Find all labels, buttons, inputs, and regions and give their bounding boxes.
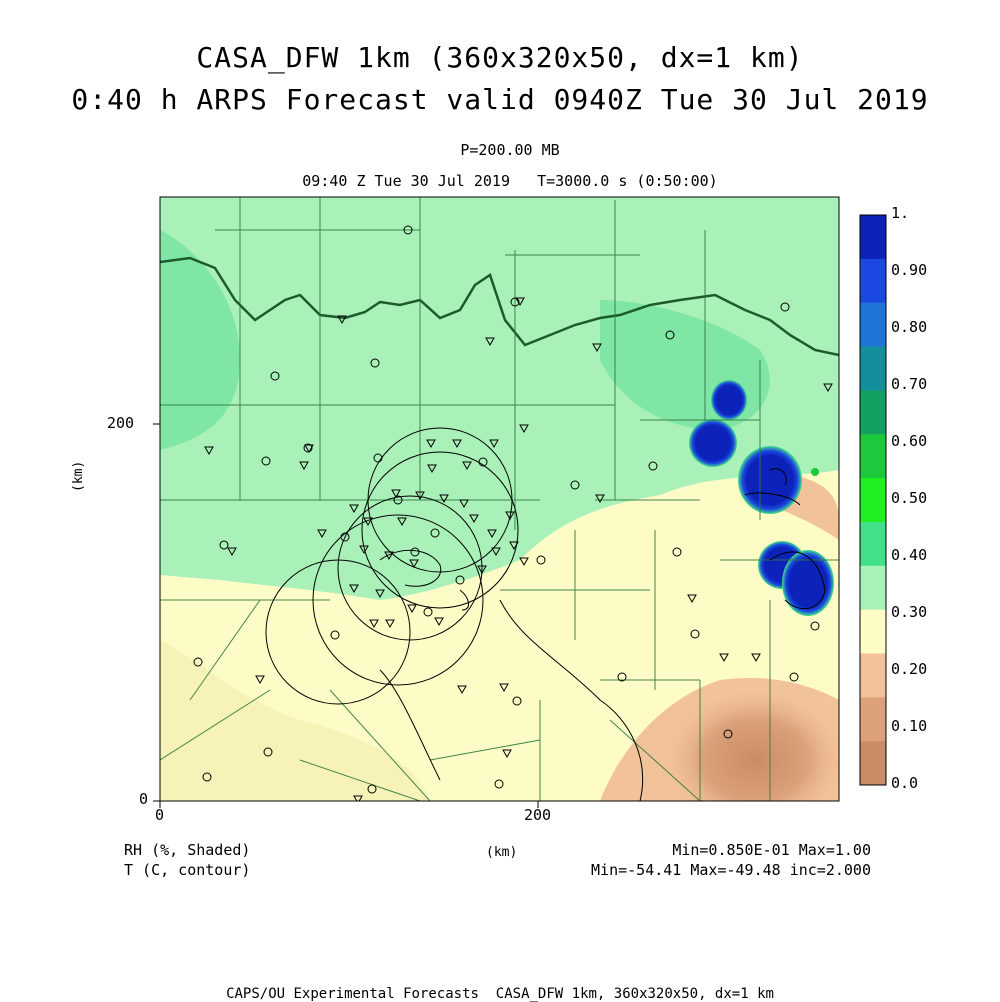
- colorbar-swatch: [860, 478, 886, 523]
- colorbar-swatch: [860, 521, 886, 567]
- colorbar-swatch: [860, 346, 886, 391]
- temperature-min-max: Min=-54.41 Max=-49.48 inc=2.000: [591, 861, 871, 879]
- x-tick-200: 200: [524, 806, 552, 824]
- station-markers: [193, 225, 820, 794]
- map-panel: [160, 197, 839, 801]
- colorbar-swatch: [860, 302, 886, 348]
- legend-temperature-label: T (C, contour): [124, 861, 251, 879]
- colorbar-label: 0.50: [891, 489, 928, 507]
- legend-rh-label: RH (%, Shaded): [124, 841, 251, 859]
- rh-cell-6: [811, 468, 819, 476]
- rh-min-max: Min=0.850E-01 Max=1.00: [672, 841, 871, 859]
- colorbar-label: 0.10: [891, 717, 928, 735]
- valid-time-label: 09:40 Z Tue 30 Jul 2019 T=3000.0 s (0:50…: [302, 172, 718, 190]
- colorbar-label: 0.90: [891, 261, 928, 279]
- axis-ticks: [153, 423, 539, 808]
- y-tick-200: 200: [107, 414, 135, 432]
- colorbar-swatch: [860, 565, 886, 611]
- rh-cell-5: [782, 550, 834, 616]
- rh-cell-3: [738, 446, 802, 514]
- pressure-level-label: P=200.00 MB: [460, 141, 560, 159]
- colorbar-swatch: [860, 653, 886, 698]
- x-tick-0: 0: [155, 806, 165, 824]
- county-boundaries: [160, 197, 839, 801]
- colorbar-label: 0.40: [891, 546, 928, 564]
- colorbar-label: 0.80: [891, 318, 928, 336]
- colorbar: [859, 214, 887, 786]
- rh-moist-region: [160, 197, 839, 600]
- colorbar-label: 0.70: [891, 375, 928, 393]
- colorbar-swatch: [860, 215, 886, 260]
- rh-moist-core-west: [160, 230, 240, 450]
- colorbar-label: 0.30: [891, 603, 928, 621]
- colorbar-swatch: [860, 390, 886, 435]
- footer-credit: CAPS/OU Experimental Forecasts CASA_DFW …: [226, 986, 774, 1002]
- colorbar-label: 0.20: [891, 660, 928, 678]
- state-boundary: [160, 256, 839, 357]
- colorbar-label: 0.60: [891, 432, 928, 450]
- colorbar-swatch: [860, 697, 886, 742]
- temperature-contours: [265, 427, 826, 801]
- observation-markers: [204, 297, 833, 801]
- plot-title: CASA_DFW 1km (360x320x50, dx=1 km): [196, 41, 804, 74]
- colorbar-swatch: [860, 434, 886, 479]
- colorbar-swatch: [860, 741, 886, 786]
- colorbar-frame: [859, 214, 887, 786]
- map-frame: [159, 196, 840, 802]
- colorbar-label: 1.: [891, 204, 910, 222]
- y-axis-unit: (km): [71, 460, 86, 492]
- rh-dry-core: [660, 685, 839, 801]
- y-tick-0: 0: [139, 790, 149, 808]
- rh-cell-2: [689, 419, 737, 467]
- colorbar-swatch: [860, 609, 886, 654]
- rh-cell-1: [711, 380, 747, 420]
- plot-subtitle: 0:40 h ARPS Forecast valid 0940Z Tue 30 …: [71, 83, 929, 116]
- rh-southwest-band: [160, 640, 430, 801]
- colorbar-label: 0.0: [891, 774, 919, 792]
- colorbar-swatch: [860, 258, 886, 304]
- x-axis-unit: (km): [486, 845, 518, 860]
